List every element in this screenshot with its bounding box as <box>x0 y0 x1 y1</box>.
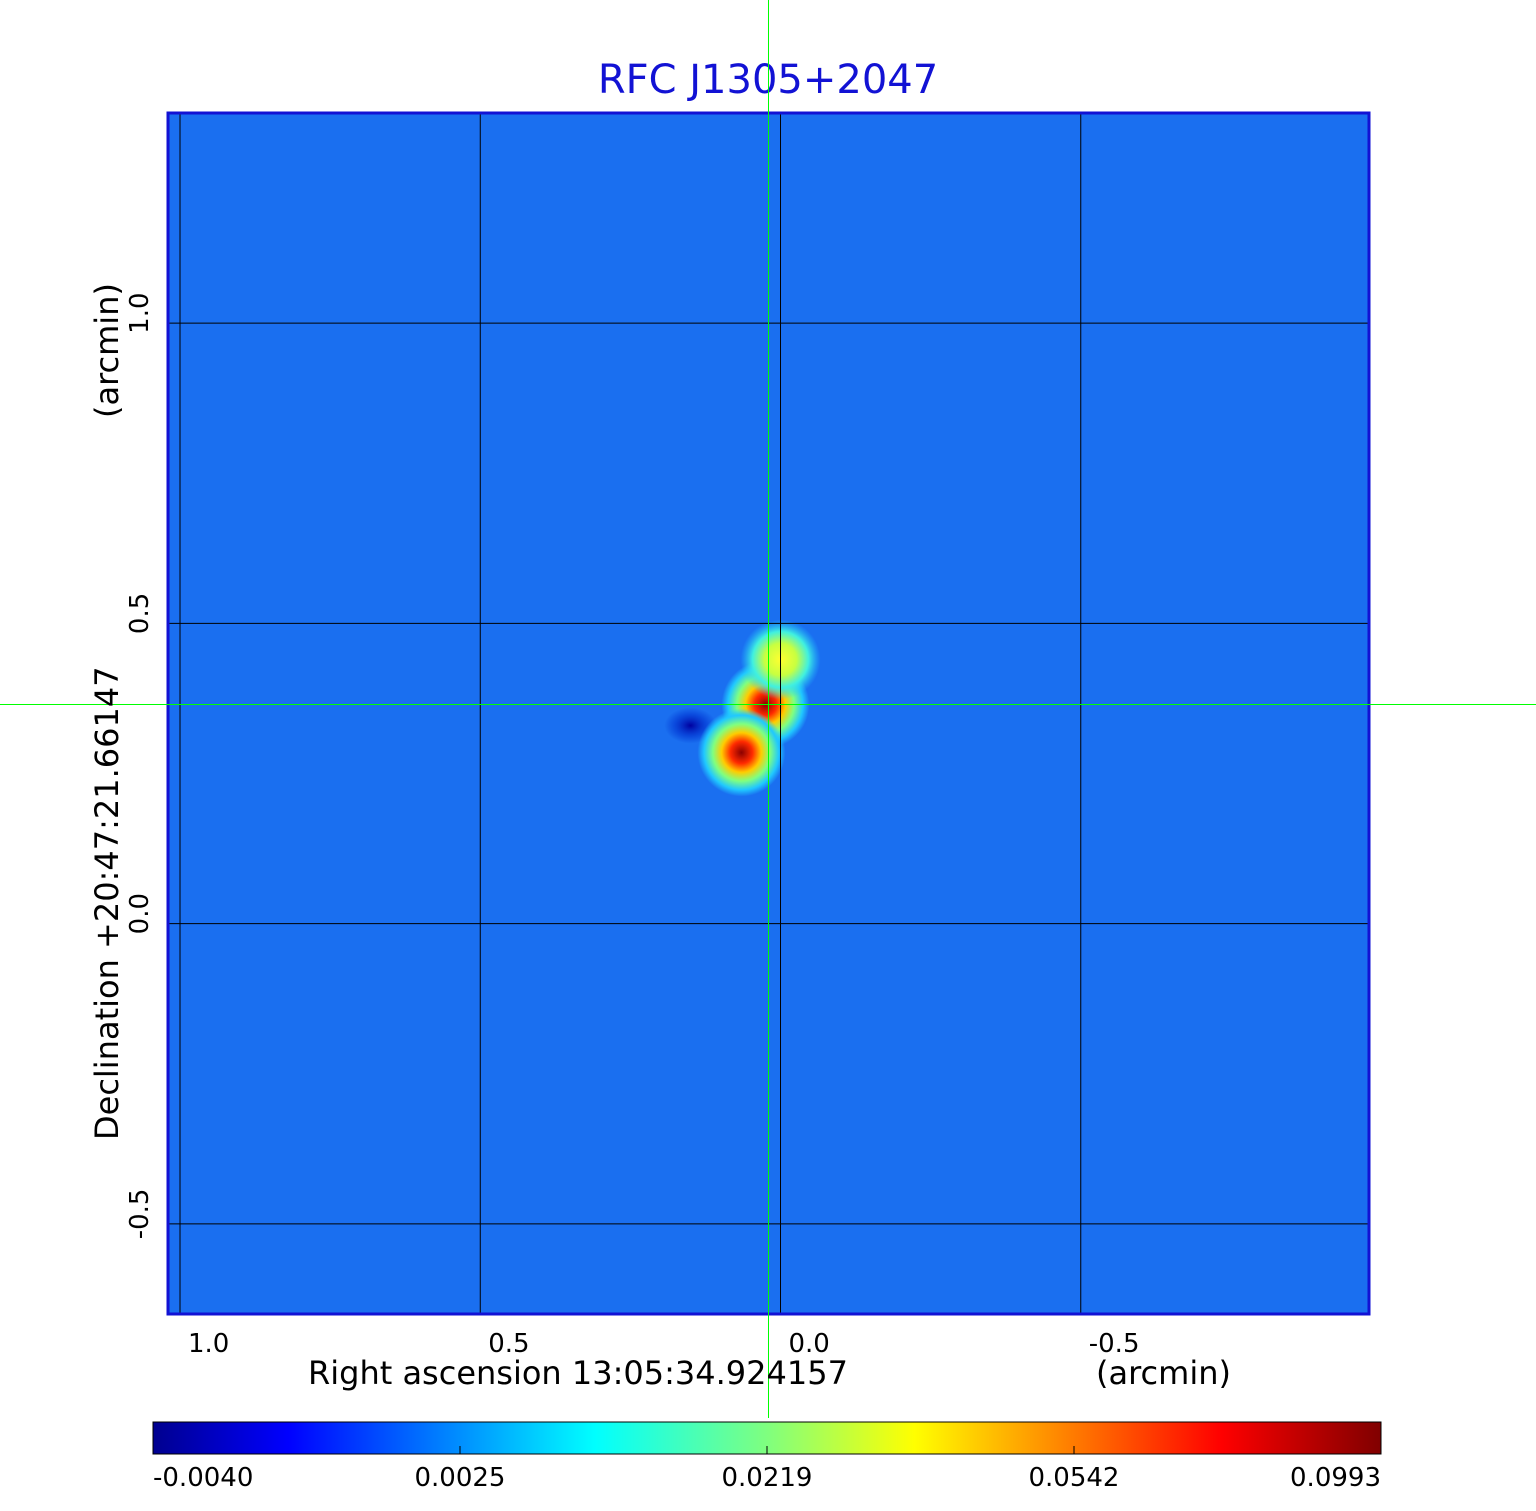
colorbar-tick-label-3: 0.0219 <box>722 1463 813 1493</box>
colorbar-tick-label-5: 0.0993 <box>1290 1463 1381 1493</box>
y-tick-label-1: 1.0 <box>125 292 155 333</box>
source-2 <box>697 708 786 797</box>
x-axis-label: Right ascension 13:05:34.924157 <box>308 1354 848 1392</box>
x-tick-label-4: -0.5 <box>1089 1329 1140 1359</box>
y-tick-label-3: 0.0 <box>125 893 155 934</box>
colorbar-tick-label-2: 0.0025 <box>415 1463 506 1493</box>
y-axis-label: Declination +20:47:21.66147 <box>88 666 126 1140</box>
x-tick-label-2: 0.5 <box>488 1329 529 1359</box>
y-tick-labels: 1.0 0.5 0.0 -0.5 <box>125 292 155 1239</box>
crosshair <box>0 0 1536 1418</box>
y-axis-unit: (arcmin) <box>88 283 126 418</box>
x-tick-label-3: 0.0 <box>789 1329 830 1359</box>
y-tick-label-4: -0.5 <box>125 1189 155 1240</box>
colorbar-tick-label-4: 0.0542 <box>1029 1463 1120 1493</box>
x-tick-label-1: 1.0 <box>188 1329 229 1359</box>
x-axis-unit: (arcmin) <box>1096 1354 1231 1392</box>
colorbar-tick-label-1: -0.0040 <box>153 1463 253 1493</box>
x-tick-labels: 1.0 0.5 0.0 -0.5 <box>188 1329 1139 1359</box>
y-tick-label-2: 0.5 <box>125 593 155 634</box>
colorbar-ticks: -0.0040 0.0025 0.0219 0.0542 0.0993 <box>152 1446 1382 1493</box>
